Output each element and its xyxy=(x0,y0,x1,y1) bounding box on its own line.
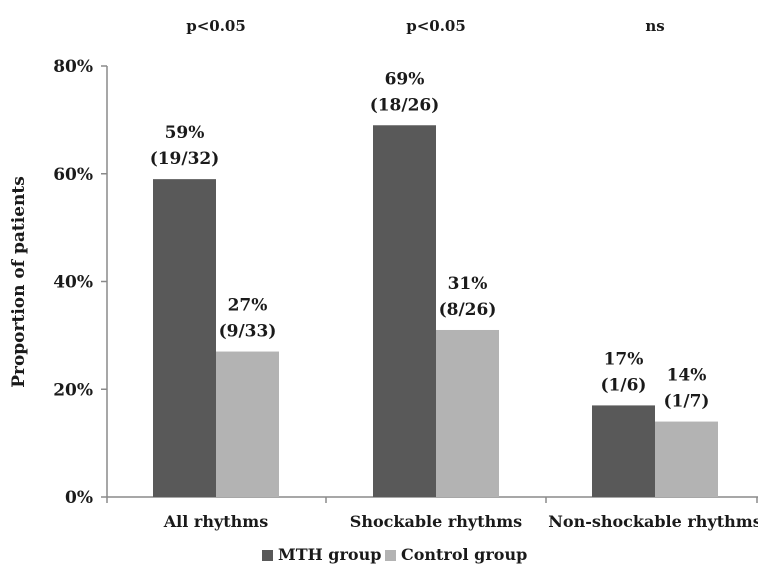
data-label-count: (1/6) xyxy=(601,375,647,395)
y-tick-label: 80% xyxy=(53,57,93,77)
data-label-percent: 14% xyxy=(667,366,707,386)
x-tick-label: Non-shockable rhythms xyxy=(548,512,758,531)
bar xyxy=(655,421,718,497)
legend-swatch xyxy=(262,550,273,561)
y-tick-label: 60% xyxy=(53,165,93,185)
data-label-percent: 17% xyxy=(604,349,644,369)
data-label-percent: 69% xyxy=(385,69,425,89)
bar xyxy=(436,329,499,497)
data-label-percent: 59% xyxy=(165,123,205,143)
legend-label: Control group xyxy=(401,545,527,564)
legend-label: MTH group xyxy=(278,545,381,564)
legend-swatch xyxy=(385,550,396,561)
data-label-count: (19/32) xyxy=(150,149,220,169)
bar xyxy=(592,405,655,497)
bar xyxy=(216,351,279,497)
p-value-label: p<0.05 xyxy=(406,17,466,35)
data-label-percent: 31% xyxy=(448,274,488,294)
bar xyxy=(153,179,216,497)
p-value-label: p<0.05 xyxy=(186,17,246,35)
data-label-percent: 27% xyxy=(228,296,268,316)
y-axis-label: Proportion of patients xyxy=(9,176,29,388)
data-label-count: (1/7) xyxy=(664,392,710,412)
data-label-count: (18/26) xyxy=(370,95,440,115)
x-tick-label: Shockable rhythms xyxy=(350,512,522,531)
x-tick-label: All rhythms xyxy=(163,512,268,531)
p-value-label: ns xyxy=(645,17,664,35)
data-label-count: (9/33) xyxy=(219,322,277,342)
y-tick-label: 40% xyxy=(53,273,93,293)
y-tick-label: 20% xyxy=(53,380,93,400)
y-tick-label: 0% xyxy=(65,488,93,508)
bar xyxy=(373,125,436,497)
data-label-count: (8/26) xyxy=(439,300,497,320)
